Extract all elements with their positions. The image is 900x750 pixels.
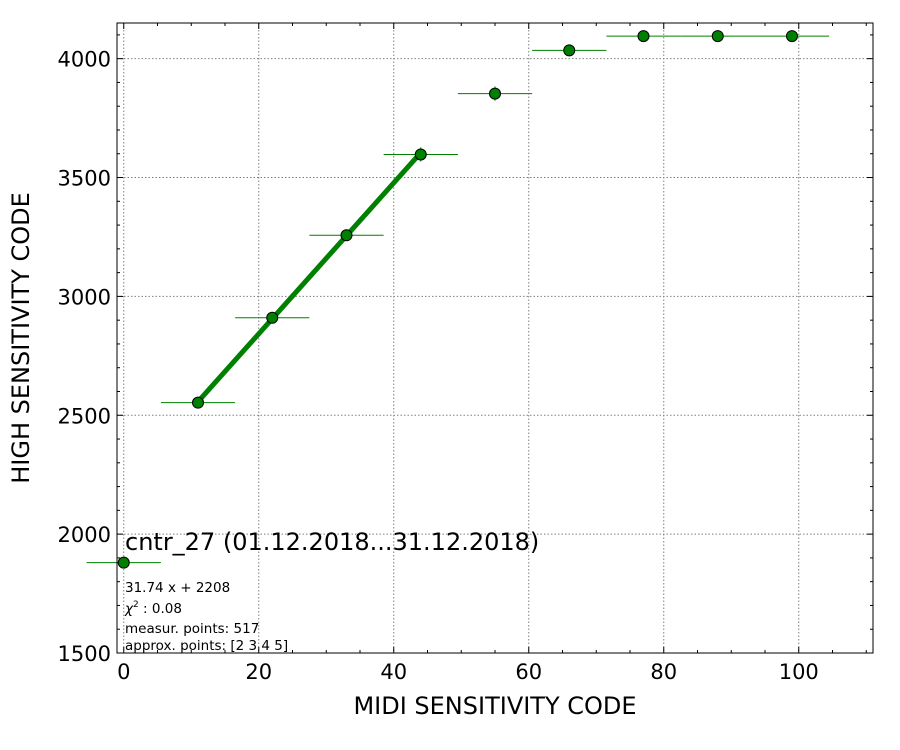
x-tick-label: 20 [245, 660, 272, 684]
data-point [637, 30, 650, 43]
data-point [266, 311, 279, 324]
x-tick-labels: 0 20 40 60 80 100 [117, 660, 819, 684]
data-point [340, 229, 353, 242]
y-tick-label: 3000 [58, 285, 111, 309]
y-axis-label: HIGH SENSITIVITY CODE [7, 192, 35, 484]
y-tick-label: 2500 [58, 404, 111, 428]
data-point [786, 30, 798, 43]
fit-line [196, 151, 423, 404]
plot-frame [116, 22, 874, 654]
x-tick-label: 60 [515, 660, 542, 684]
chi-colon: : [139, 601, 152, 617]
y-tick-label: 1500 [58, 642, 111, 666]
chi-square-value: 0.08 [152, 601, 182, 617]
data-points [117, 30, 798, 569]
x-tick-label: 40 [380, 660, 407, 684]
data-point [563, 44, 576, 57]
chart-title: cntr_27 (01.12.2018...31.12.2018) [125, 528, 539, 556]
grid-lines [117, 23, 873, 653]
y-tick-label: 4000 [58, 48, 111, 72]
x-tick-label: 100 [779, 660, 819, 684]
x-axis-label: MIDI SENSITIVITY CODE [353, 692, 636, 720]
y-tick-label: 3500 [58, 167, 111, 191]
x-tick-label: 0 [117, 660, 130, 684]
data-point [711, 30, 724, 43]
fit-equation: 31.74 x + 2208 [125, 580, 230, 596]
x-tick-label: 80 [650, 660, 677, 684]
y-tick-labels: 1500 2000 2500 3000 3500 4000 [58, 48, 111, 666]
y-tick-label: 2000 [58, 523, 111, 547]
chi-symbol: χ [124, 601, 134, 617]
data-point [192, 396, 204, 409]
chi-square-label: χ2 : 0.08 [124, 600, 182, 617]
data-point [414, 148, 427, 161]
fit-line-layer [196, 151, 423, 404]
chi-exponent: 2 [133, 600, 139, 610]
measured-points: measur. points: 517 [125, 621, 259, 637]
data-point [489, 87, 501, 100]
approx-points: approx. points: [2 3 4 5] [125, 638, 288, 654]
data-point [117, 556, 130, 569]
plot-area [117, 23, 873, 653]
